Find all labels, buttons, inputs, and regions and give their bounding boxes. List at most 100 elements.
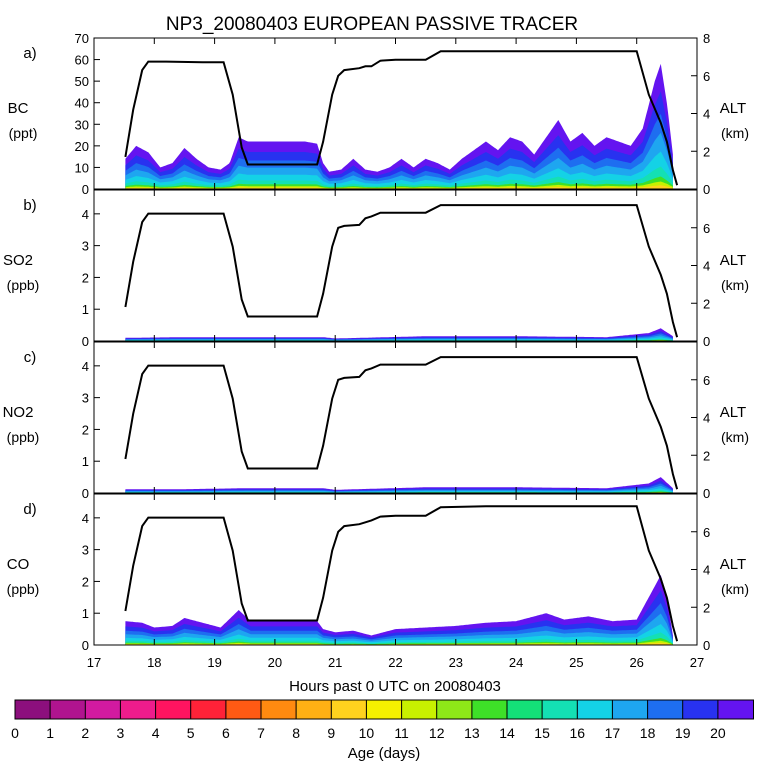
- y-tick-label: 40: [75, 96, 89, 111]
- right-y-tick-label: 4: [703, 259, 710, 274]
- altitude-line: [124, 505, 679, 642]
- y-tick-label: 60: [75, 53, 89, 68]
- colorbar-tick-label: 4: [152, 725, 160, 741]
- age-band-no2: [125, 490, 673, 493]
- species-unit: (ppb): [7, 581, 40, 597]
- colorbar-swatch: [190, 699, 227, 720]
- colorbar-swatch: [682, 699, 719, 720]
- age-band-co: [125, 632, 673, 645]
- colorbar-swatch: [330, 699, 368, 720]
- y-tick-label: 3: [82, 239, 89, 254]
- colorbar-label: Age (days): [348, 745, 421, 762]
- panel-letter: a): [23, 45, 36, 62]
- x-tick-label: 27: [690, 655, 704, 670]
- right-y-tick-label: 2: [703, 448, 710, 463]
- colorbar-tick-label: 1: [46, 725, 54, 741]
- species-unit: (ppb): [7, 277, 40, 293]
- right-y-tick-label: 6: [703, 525, 710, 540]
- colorbar-tick-label: 3: [117, 725, 125, 741]
- x-tick-label: 25: [569, 655, 583, 670]
- colorbar-tick-label: 17: [605, 725, 621, 741]
- x-tick-label: 19: [207, 655, 221, 670]
- colorbar-tick-label: 12: [429, 725, 445, 741]
- age-band-bc: [125, 166, 673, 189]
- panel-letter: b): [23, 197, 36, 214]
- colorbar-tick-label: 19: [675, 725, 691, 741]
- y-tick-label: 20: [75, 139, 89, 154]
- colorbar-tick-label: 6: [222, 725, 230, 741]
- right-y-tick-label: 2: [703, 144, 710, 159]
- colorbar-swatch: [295, 699, 333, 720]
- altitude-line: [124, 50, 679, 186]
- x-tick-label: 26: [629, 655, 643, 670]
- panels: 01020304050607002468a)BC(ppt)ALT(km)0123…: [3, 31, 749, 653]
- colorbar-tick-label: 11: [394, 725, 409, 741]
- colorbar-tick-label: 2: [81, 725, 89, 741]
- x-tick-label: 21: [328, 655, 342, 670]
- y-tick-label: 4: [82, 207, 89, 222]
- chart-title: NP3_20080403 EUROPEAN PASSIVE TRACER: [166, 14, 578, 35]
- y-tick-label: 50: [75, 74, 89, 89]
- colorbar-swatch: [119, 699, 157, 720]
- right-y-tick-label: 6: [703, 69, 710, 84]
- species-label: SO2: [3, 252, 33, 269]
- age-band-so2: [125, 338, 673, 341]
- colorbar-tick-label: 18: [640, 725, 656, 741]
- age-band-bc: [125, 181, 673, 189]
- colorbar-tick-label: 9: [327, 725, 335, 741]
- alt-unit: (km): [721, 125, 749, 141]
- x-tick-label: 18: [147, 655, 161, 670]
- colorbar-swatch: [576, 699, 614, 720]
- colorbar-tick-label: 7: [257, 725, 265, 741]
- right-y-tick-label: 0: [703, 638, 710, 653]
- y-tick-label: 30: [75, 117, 89, 132]
- y-tick-label: 70: [75, 31, 89, 46]
- colorbar-swatch: [155, 699, 192, 720]
- age-band-bc: [125, 151, 673, 189]
- colorbar-swatch: [260, 699, 298, 720]
- colorbar-swatch: [506, 699, 544, 720]
- colorbar-swatch: [541, 699, 579, 720]
- species-unit: (ppt): [9, 125, 38, 141]
- alt-label: ALT: [720, 100, 746, 117]
- x-tick-label: 20: [268, 655, 282, 670]
- y-tick-label: 2: [82, 270, 89, 285]
- right-y-tick-label: 4: [703, 107, 710, 122]
- colorbar-tick-label: 0: [11, 725, 19, 741]
- alt-unit: (km): [721, 429, 749, 445]
- right-y-tick-label: 2: [703, 296, 710, 311]
- species-label: NO2: [3, 404, 34, 421]
- y-tick-label: 1: [82, 454, 89, 469]
- panel-letter: d): [23, 501, 36, 518]
- alt-label: ALT: [720, 404, 746, 421]
- colorbar-swatch: [401, 699, 438, 720]
- colorbar-tick-label: 14: [499, 725, 515, 741]
- y-tick-label: 0: [82, 638, 89, 653]
- colorbar-swatch: [717, 699, 755, 720]
- y-tick-label: 0: [82, 182, 89, 197]
- x-tick-label: 24: [509, 655, 523, 670]
- colorbar-swatch: [611, 699, 649, 720]
- panel-so2: 0 1 2 3 4 0 2 4 6 b) SO2 (ppb) ALT (km): [3, 189, 749, 349]
- colorbar: 0 1 2 3 4 5 6 7 8 9 10 11 12 13 14 15 16 17 18 19 20: [11, 699, 755, 741]
- right-y-tick-label: 0: [703, 182, 710, 197]
- colorbar-tick-label: 20: [710, 725, 726, 741]
- age-band-so2: [125, 337, 673, 341]
- y-tick-label: 1: [82, 302, 89, 317]
- age-band-no2: [125, 485, 673, 493]
- x-tick-label: 22: [388, 655, 402, 670]
- panel-no2: 0 1 2 3 4 0 2 4 6 c) NO2 (ppb) ALT (km): [3, 341, 749, 501]
- right-y-tick-label: 8: [703, 31, 710, 46]
- right-y-tick-label: 6: [703, 221, 710, 236]
- y-tick-label: 2: [82, 574, 89, 589]
- age-band-bc: [125, 185, 673, 189]
- panel-co: 0 1 2 3 4 0 2 4 6 d) CO (ppb) ALT (km): [7, 493, 749, 653]
- x-tick-label: 17: [87, 655, 101, 670]
- right-y-tick-label: 0: [703, 334, 710, 349]
- colorbar-swatch: [84, 699, 122, 720]
- species-label: CO: [7, 556, 30, 573]
- colorbar-swatch: [14, 699, 52, 720]
- y-tick-label: 3: [82, 391, 89, 406]
- colorbar-swatch: [647, 699, 684, 720]
